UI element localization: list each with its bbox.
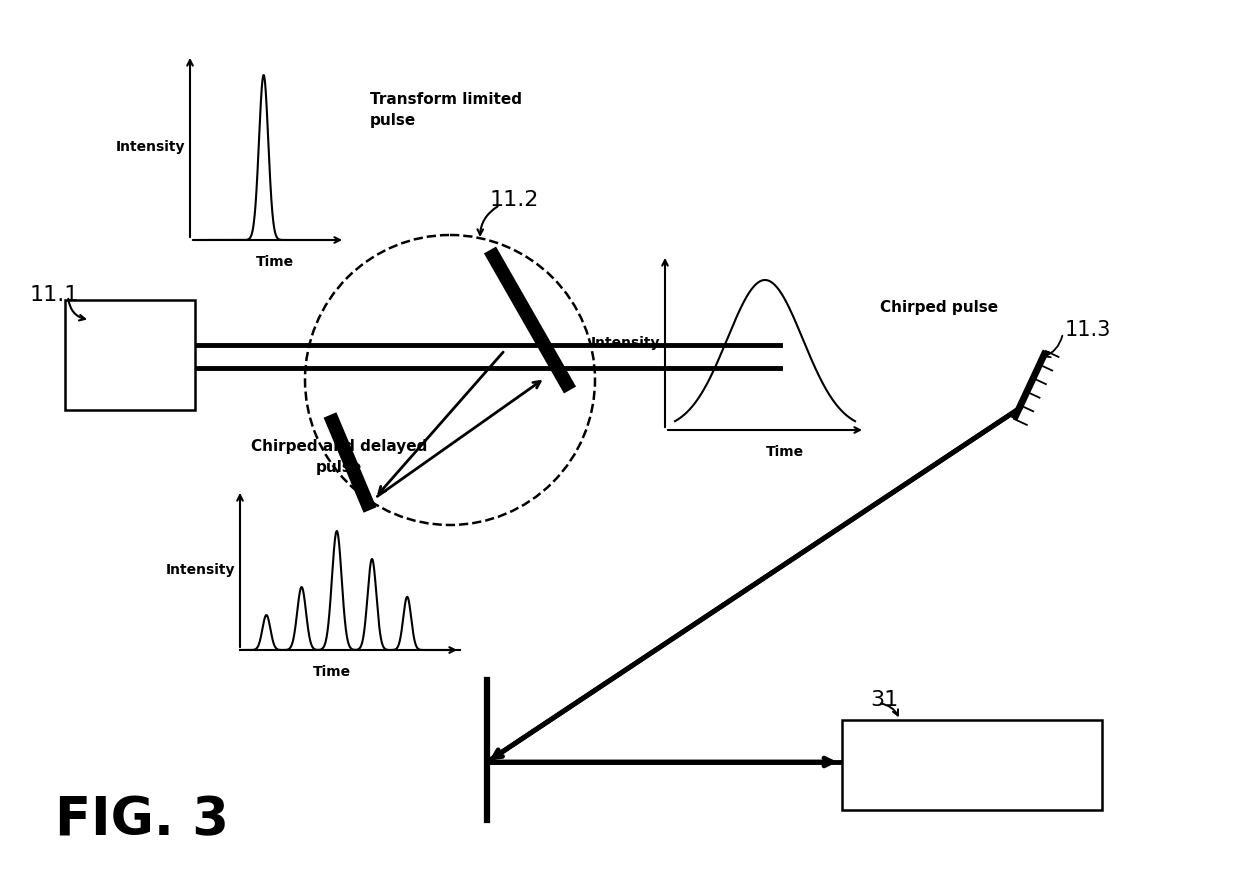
Text: 11.1: 11.1 xyxy=(30,285,79,305)
Text: 11.3: 11.3 xyxy=(1066,320,1111,340)
Text: Time: Time xyxy=(256,255,295,269)
Text: Chirped and delayed
pulse: Chirped and delayed pulse xyxy=(250,439,427,475)
Text: Intensity: Intensity xyxy=(166,563,235,577)
Bar xyxy=(843,720,1101,810)
Text: 11.2: 11.2 xyxy=(489,190,539,210)
Text: 31: 31 xyxy=(870,690,898,710)
Text: Intensity: Intensity xyxy=(591,336,660,350)
Text: Chirped pulse: Chirped pulse xyxy=(880,300,999,315)
Text: FIG. 3: FIG. 3 xyxy=(55,794,229,846)
Text: Transform limited
pulse: Transform limited pulse xyxy=(370,93,522,128)
Text: Time: Time xyxy=(313,665,352,679)
Bar xyxy=(64,300,195,410)
Text: Intensity: Intensity xyxy=(115,141,185,155)
Text: Time: Time xyxy=(766,445,804,459)
